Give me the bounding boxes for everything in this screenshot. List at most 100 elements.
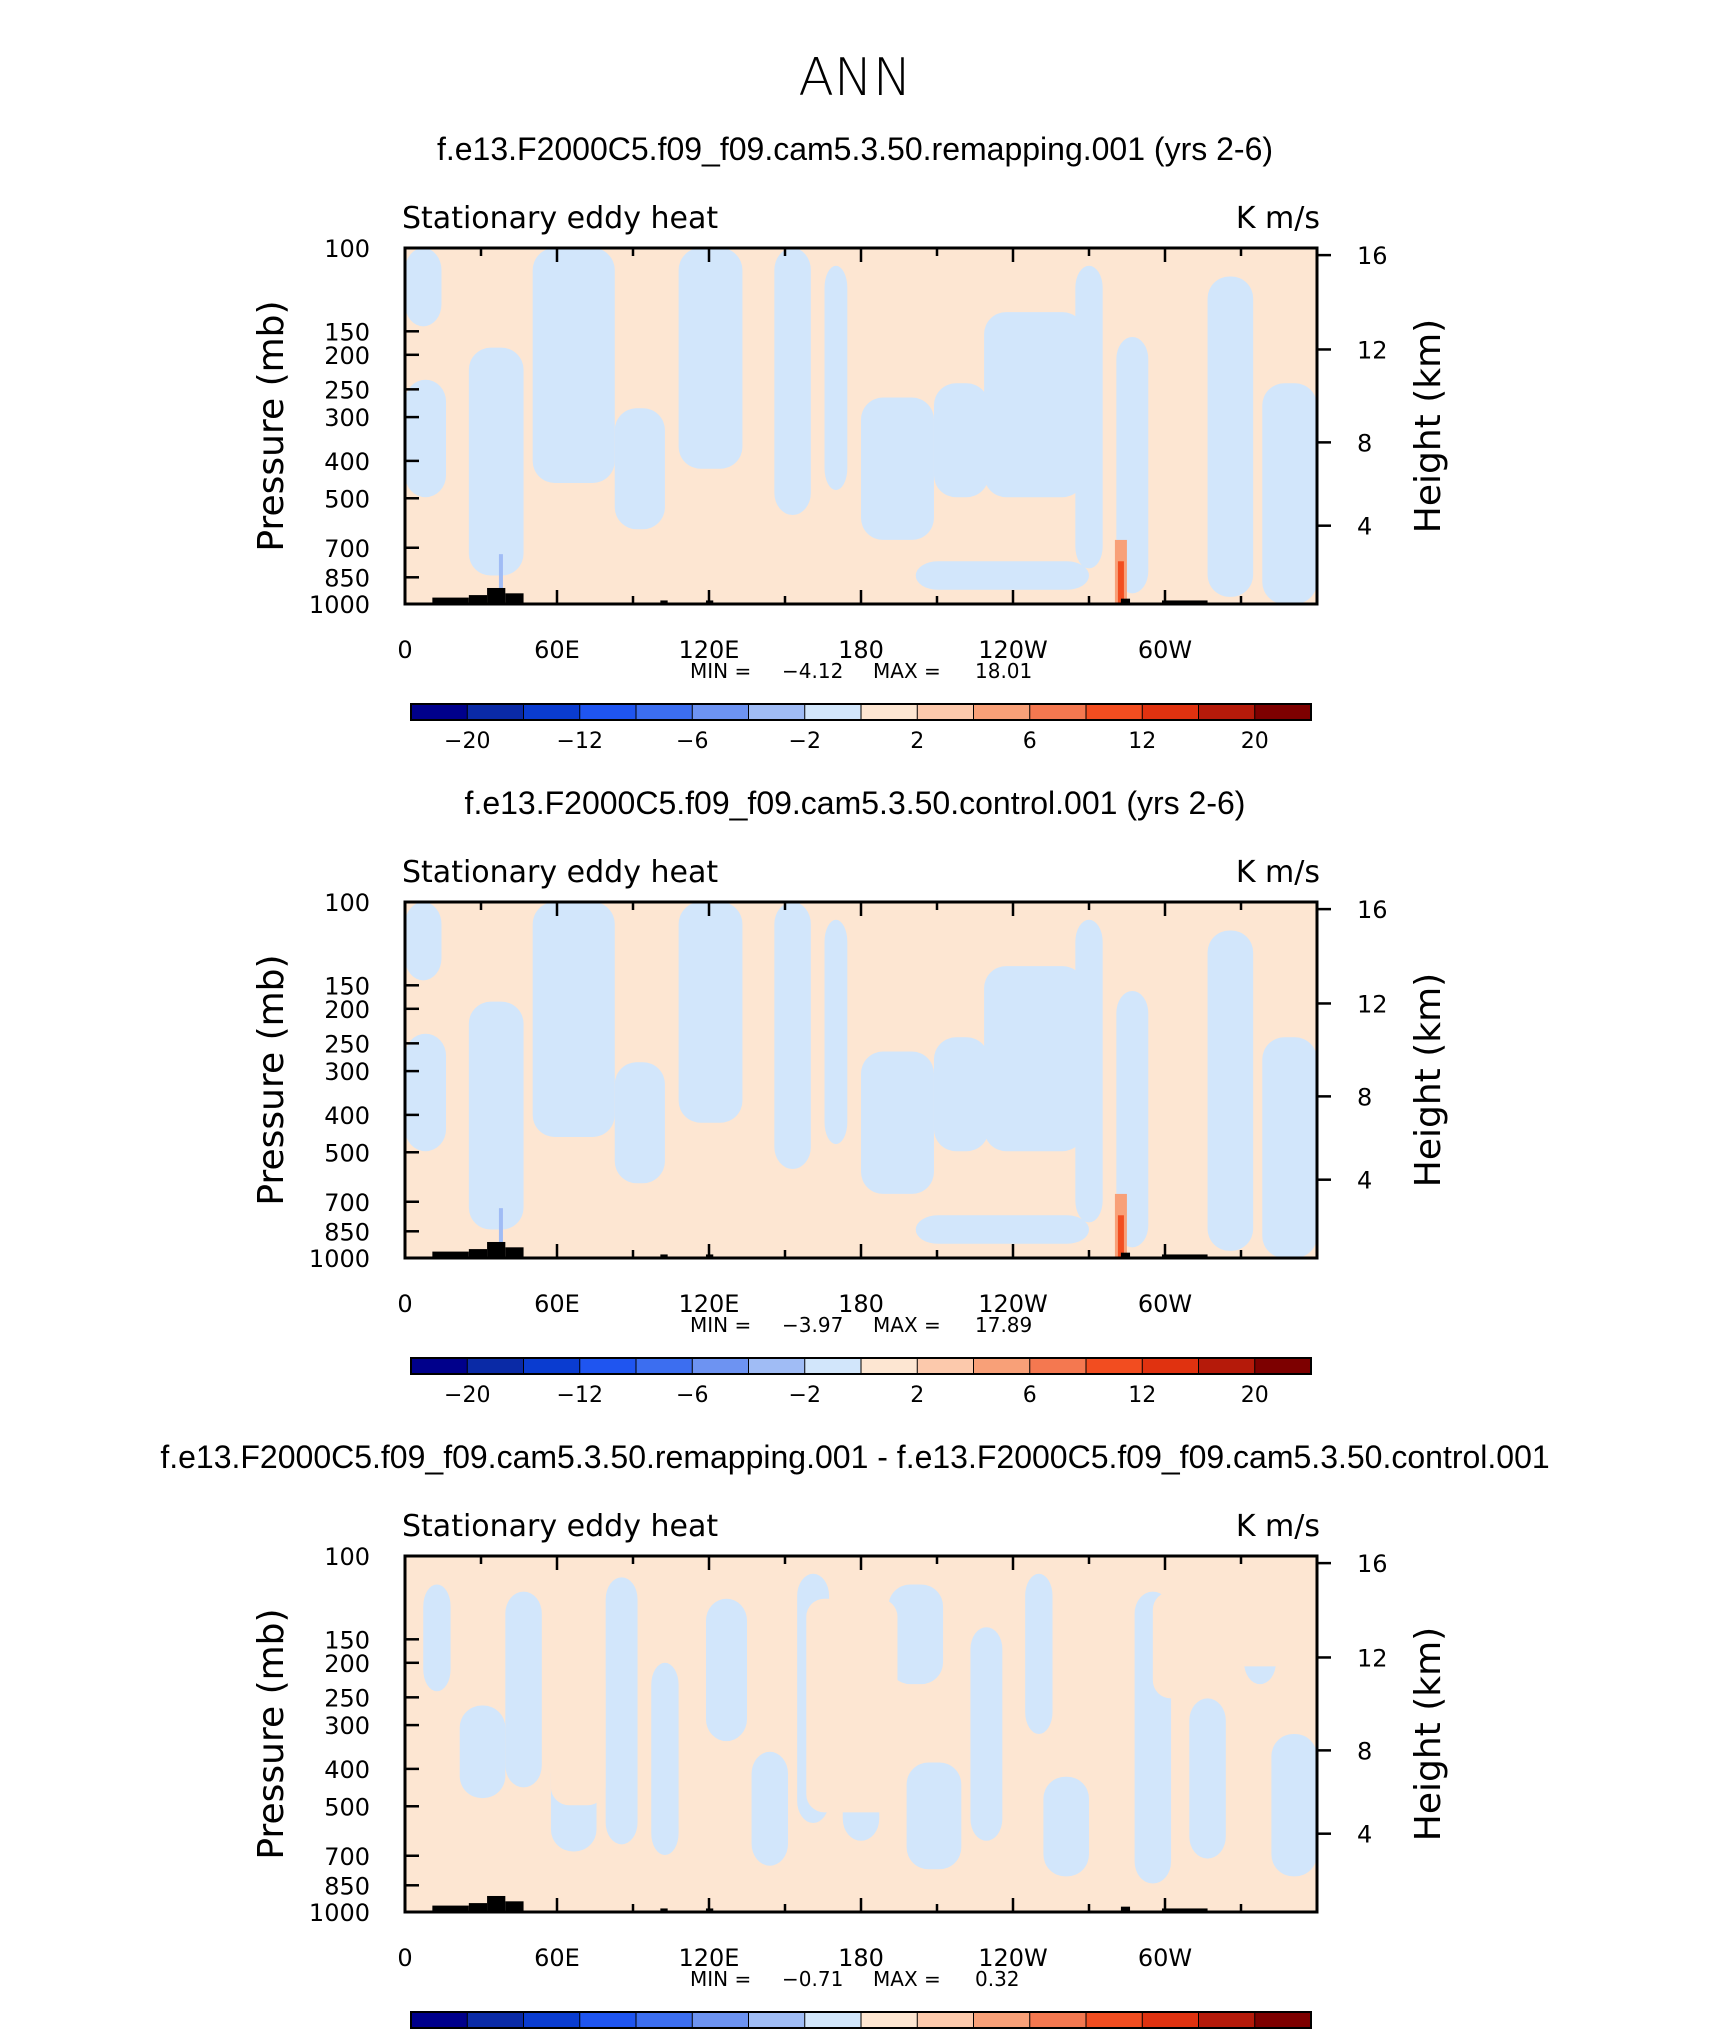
y-right-tick-label: 8 (1357, 1083, 1372, 1111)
colorbar-label: −2 (789, 1383, 821, 1408)
y-right-axis-title: Height (km) (1408, 319, 1449, 533)
topography (660, 1254, 668, 1258)
panel-title: f.e13.F2000C5.f09_f09.cam5.3.50.control.… (465, 785, 1246, 821)
contour-region (1025, 1573, 1053, 1734)
colorbar-swatch (1141, 1357, 1200, 1375)
contour-region (774, 248, 811, 515)
y-tick-label: 300 (324, 1712, 370, 1740)
colorbar-swatch (748, 1357, 806, 1375)
topography (505, 593, 524, 604)
contour-region (423, 1584, 451, 1692)
x-tick-label: 180 (838, 1290, 884, 1318)
y-tick-label: 700 (324, 535, 370, 563)
colorbar-label: −20 (444, 729, 490, 754)
left-string: Stationary eddy heat (402, 855, 718, 890)
colorbar-swatch (635, 703, 694, 721)
colorbar-swatch (410, 2011, 469, 2029)
x-tick-label: 60W (1138, 1290, 1192, 1318)
y-tick-label: 150 (324, 972, 370, 1000)
colorbar-swatch (916, 703, 975, 721)
y-tick-label: 850 (324, 1218, 370, 1246)
colorbar-swatch (691, 2011, 750, 2029)
y-tick-label: 150 (324, 1626, 370, 1654)
contour-region (468, 347, 524, 576)
y-tick-label: 100 (324, 889, 370, 917)
y-tick-label: 400 (324, 1756, 370, 1784)
colorbar-swatch (804, 2011, 862, 2029)
colorbar-swatch (579, 2011, 637, 2029)
y-tick-label: 500 (324, 1139, 370, 1167)
x-tick-label: 180 (838, 1944, 884, 1972)
colorbar-label: 12 (1128, 729, 1156, 754)
contour-region (824, 919, 848, 1145)
max-label: MAX = (873, 1313, 941, 1337)
topography (487, 1895, 506, 1912)
contour-region (1271, 1734, 1317, 1877)
colorbar-label: −6 (676, 729, 708, 754)
contour-region (405, 902, 442, 981)
colorbar-swatch (410, 703, 469, 721)
y-tick-label: 1000 (309, 591, 370, 619)
colorbar-swatch (804, 1357, 862, 1375)
colorbar-swatch (860, 1357, 919, 1375)
colorbar-swatch (973, 703, 1031, 721)
topography (432, 597, 469, 604)
colorbar-label: −12 (557, 1383, 603, 1408)
y-tick-label: 200 (324, 996, 370, 1024)
contour-spike-core (1117, 1215, 1124, 1258)
topography (468, 595, 488, 604)
colorbar-swatch (1029, 703, 1087, 721)
left-string: Stationary eddy heat (402, 201, 718, 236)
y-right-tick-label: 16 (1357, 1550, 1388, 1578)
contour-region (984, 966, 1085, 1152)
x-tick-label: 180 (838, 636, 884, 664)
contour-region (605, 1577, 638, 1845)
max-label: MAX = (873, 659, 941, 683)
contour-region (751, 1751, 789, 1866)
colorbar-swatch (973, 2011, 1031, 2029)
colorbar-label: 20 (1241, 729, 1269, 754)
y-tick-label: 500 (324, 485, 370, 513)
x-tick-label: 120W (978, 1944, 1048, 1972)
contour-field (405, 1556, 1317, 1912)
topography (1161, 1254, 1208, 1258)
colorbar-frame (410, 1357, 1312, 1375)
y-tick-label: 700 (324, 1843, 370, 1871)
y-tick-label: 100 (324, 235, 370, 263)
colorbar-swatch (466, 703, 525, 721)
contour-region (678, 902, 743, 1123)
topography (487, 1241, 506, 1258)
contour-region (1262, 1037, 1317, 1258)
y-tick-label: 850 (324, 1872, 370, 1900)
contour-region (933, 383, 989, 498)
topography (660, 1908, 668, 1912)
topography (1120, 598, 1131, 604)
colorbar-swatch (635, 1357, 694, 1375)
contour-region (774, 902, 811, 1169)
y-tick-label: 400 (324, 1102, 370, 1130)
colorbar-swatch (1254, 2011, 1312, 2029)
colorbar-swatch (1141, 2011, 1200, 2029)
colorbar-swatch (635, 2011, 694, 2029)
contour-region (1216, 1577, 1317, 1667)
colorbar-swatch (1198, 1357, 1256, 1375)
y-tick-label: 100 (324, 1543, 370, 1571)
topography (660, 600, 668, 604)
y-axis-title: Pressure (mb) (251, 1608, 292, 1859)
colorbar-swatch (748, 2011, 806, 2029)
y-tick-label: 150 (324, 318, 370, 346)
contour-region (532, 902, 615, 1137)
panel-title: f.e13.F2000C5.f09_f09.cam5.3.50.remappin… (437, 131, 1273, 167)
colorbar-swatch (1198, 703, 1256, 721)
contour-region (933, 1037, 989, 1152)
topography (468, 1249, 488, 1258)
contour-region (1207, 276, 1254, 597)
colorbar-label: 2 (910, 729, 924, 754)
figure-title: ANN (798, 48, 911, 108)
topography (1120, 1906, 1131, 1912)
y-right-axis-title: Height (km) (1408, 973, 1449, 1187)
contour-region (614, 408, 665, 530)
min-value: −0.71 (782, 1967, 843, 1991)
chart-panel-1: f.e13.F2000C5.f09_f09.cam5.3.50.remappin… (251, 131, 1449, 754)
contour-region (861, 1051, 934, 1194)
